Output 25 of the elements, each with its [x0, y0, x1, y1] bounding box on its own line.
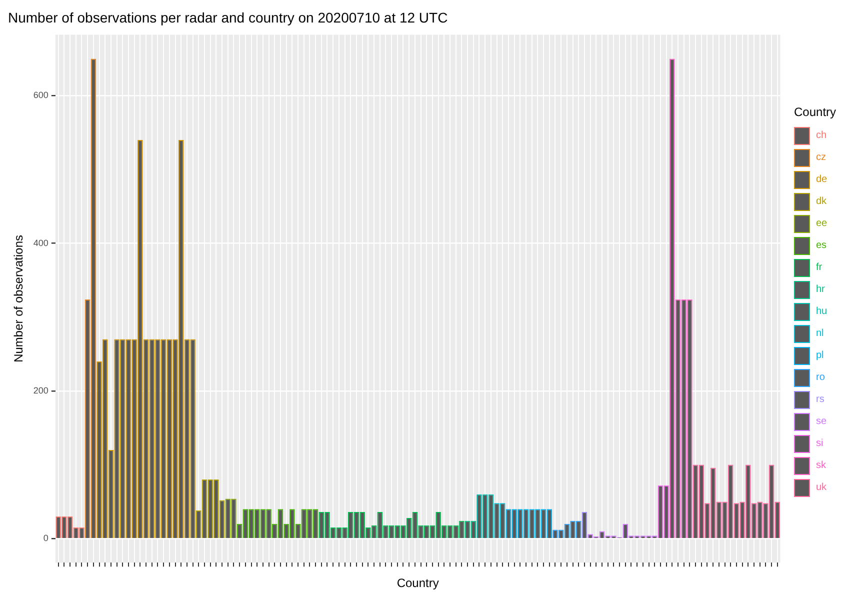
- text: uk: [816, 482, 827, 493]
- text: cz: [816, 152, 826, 163]
- text: ch: [816, 130, 827, 141]
- text: hr: [816, 284, 825, 295]
- text: dk: [816, 196, 827, 207]
- text: pl: [816, 350, 824, 361]
- text: ro: [816, 372, 825, 383]
- text: fr: [816, 262, 822, 273]
- text: es: [816, 240, 827, 251]
- text: de: [816, 174, 828, 185]
- chart-title: Number of observations per radar and country on 20200710 at 12 UTC: [8, 9, 448, 26]
- y-tick-label: 0: [43, 533, 48, 544]
- text: nl: [816, 328, 824, 339]
- y-tick-label: 600: [33, 90, 48, 100]
- text: sk: [816, 460, 826, 471]
- text: hu: [816, 306, 828, 317]
- text: se: [816, 416, 827, 427]
- y-axis-title: Number of observations: [12, 234, 26, 362]
- y-tick-label: 200: [33, 385, 48, 396]
- text: rs: [816, 394, 824, 405]
- text: ee: [816, 218, 828, 229]
- text: si: [816, 438, 824, 449]
- y-tick-label: 400: [33, 238, 48, 248]
- legend-title: Country: [794, 104, 836, 118]
- x-axis-title: Country: [396, 576, 439, 590]
